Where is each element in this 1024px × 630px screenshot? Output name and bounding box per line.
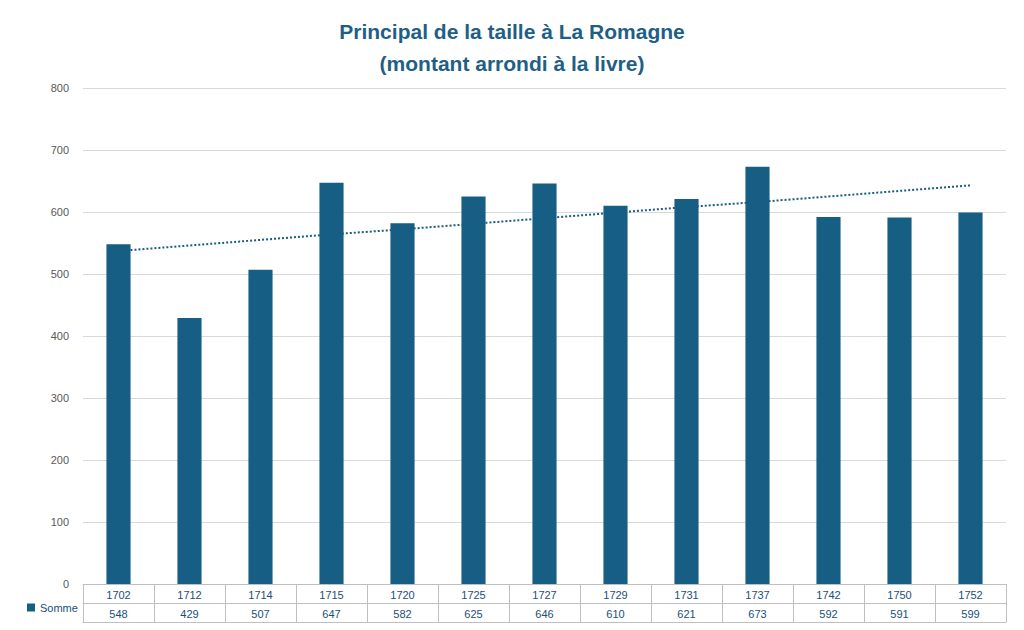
svg-text:1729: 1729	[603, 589, 627, 601]
svg-text:1720: 1720	[390, 589, 414, 601]
svg-text:1712: 1712	[177, 589, 201, 601]
svg-text:Principal de la taille à La Ro: Principal de la taille à La Romagne	[339, 20, 684, 43]
svg-text:800: 800	[51, 82, 69, 94]
svg-text:1742: 1742	[816, 589, 840, 601]
svg-text:200: 200	[51, 454, 69, 466]
svg-text:1715: 1715	[319, 589, 343, 601]
svg-text:1737: 1737	[745, 589, 769, 601]
svg-text:1752: 1752	[958, 589, 982, 601]
svg-text:Somme: Somme	[40, 602, 78, 614]
svg-text:400: 400	[51, 330, 69, 342]
svg-text:500: 500	[51, 268, 69, 280]
svg-text:1702: 1702	[106, 589, 130, 601]
svg-text:625: 625	[464, 608, 482, 620]
svg-text:1714: 1714	[248, 589, 272, 601]
svg-text:1727: 1727	[532, 589, 556, 601]
svg-text:1750: 1750	[887, 589, 911, 601]
svg-text:548: 548	[109, 608, 127, 620]
svg-text:507: 507	[251, 608, 269, 620]
svg-text:100: 100	[51, 516, 69, 528]
svg-text:700: 700	[51, 144, 69, 156]
svg-text:429: 429	[180, 608, 198, 620]
svg-text:673: 673	[748, 608, 766, 620]
svg-text:1725: 1725	[461, 589, 485, 601]
svg-text:300: 300	[51, 392, 69, 404]
svg-text:0: 0	[63, 578, 69, 590]
svg-text:592: 592	[819, 608, 837, 620]
svg-text:(montant arrondi à la livre): (montant arrondi à la livre)	[380, 52, 645, 75]
svg-text:621: 621	[677, 608, 695, 620]
svg-text:582: 582	[393, 608, 411, 620]
svg-text:647: 647	[322, 608, 340, 620]
svg-text:591: 591	[890, 608, 908, 620]
svg-text:646: 646	[535, 608, 553, 620]
svg-text:610: 610	[606, 608, 624, 620]
svg-text:600: 600	[51, 206, 69, 218]
svg-text:1731: 1731	[674, 589, 698, 601]
svg-text:599: 599	[961, 608, 979, 620]
